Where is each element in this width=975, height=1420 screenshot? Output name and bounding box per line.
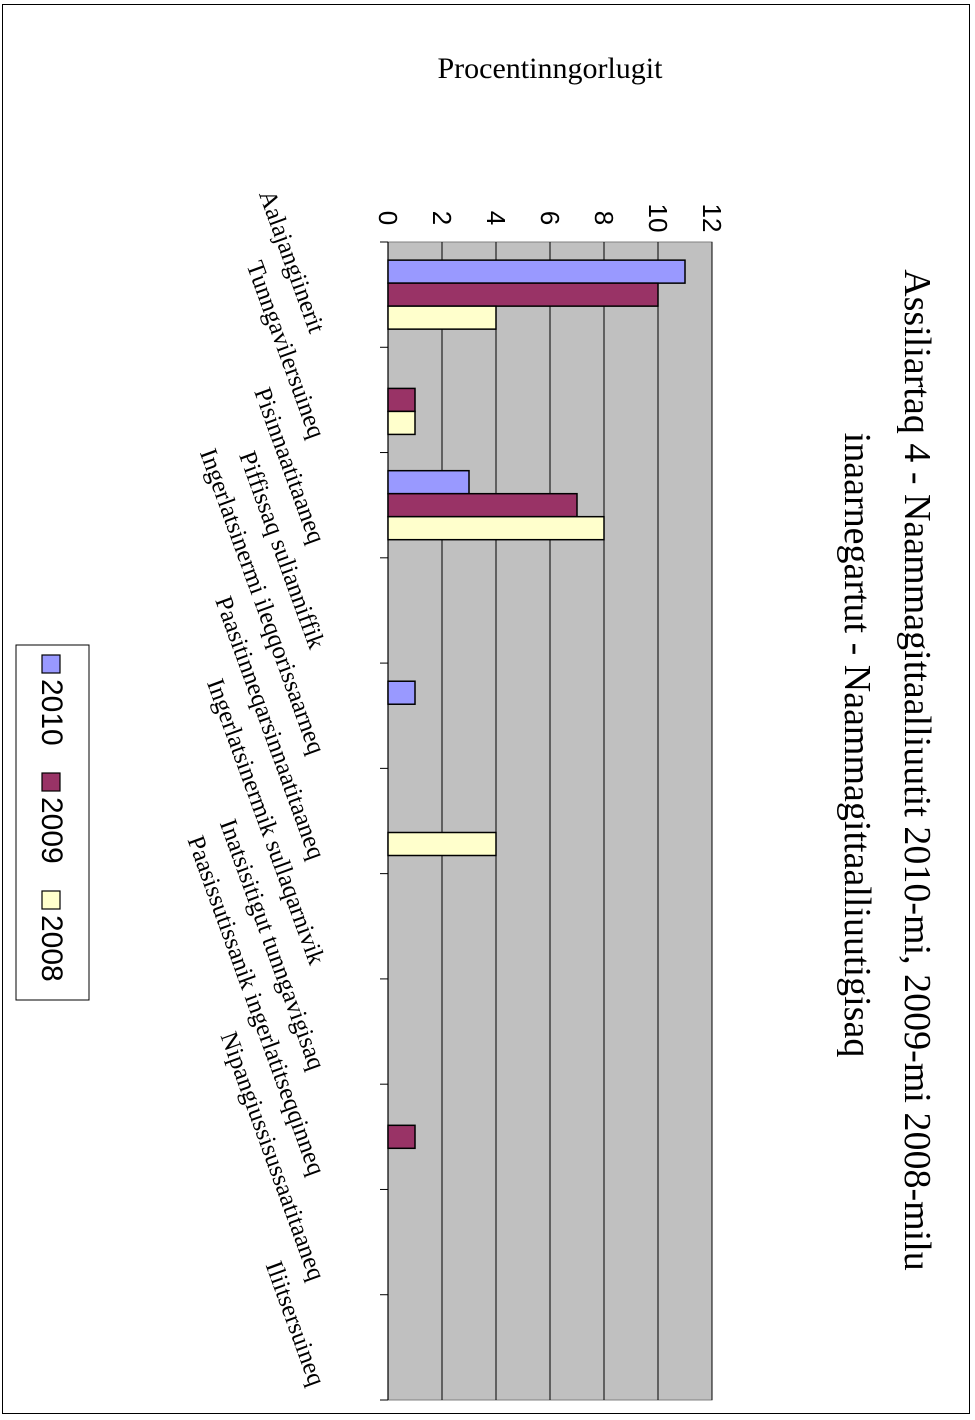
- bar-2008: [387, 410, 416, 436]
- value-tick-label: 2: [427, 211, 457, 225]
- legend-box: [15, 644, 90, 1001]
- bar-2008: [387, 831, 497, 857]
- value-tick-label: 0: [373, 211, 403, 225]
- value-tick-label: 10: [643, 204, 673, 233]
- legend-swatch-2008: [41, 890, 61, 910]
- legend-label-2009: 2009: [35, 797, 68, 864]
- value-tick-label: 8: [589, 211, 619, 225]
- legend-swatch-2009: [41, 772, 61, 792]
- bar-2010: [387, 680, 416, 705]
- legend-swatch-2010: [41, 654, 61, 674]
- legend: 2010 2009 2008: [15, 644, 90, 1001]
- chart-frame: [2, 4, 970, 1414]
- bar-2009: [387, 282, 659, 307]
- value-axis-label: Procentinngorlugit: [438, 52, 664, 85]
- chart-title-line1: Assiliartaq 4 - Naammagittaalliuutit 201…: [896, 269, 938, 1271]
- value-tick-label: 4: [481, 211, 511, 225]
- legend-label-2010: 2010: [35, 679, 68, 746]
- value-tick-label: 6: [535, 211, 565, 225]
- bar-2009: [387, 1124, 416, 1150]
- bar-2010: [387, 259, 686, 284]
- bar-2008: [387, 515, 605, 541]
- bar-2010: [387, 469, 470, 495]
- legend-label-2008: 2008: [35, 915, 68, 982]
- chart-title-line2: inaarnegartut - Naammagittaalliuutigisaq: [836, 433, 878, 1058]
- bar-2008: [387, 305, 497, 330]
- bar-2009: [387, 492, 578, 518]
- value-tick-label: 12: [697, 204, 727, 233]
- bar-2009: [387, 387, 416, 413]
